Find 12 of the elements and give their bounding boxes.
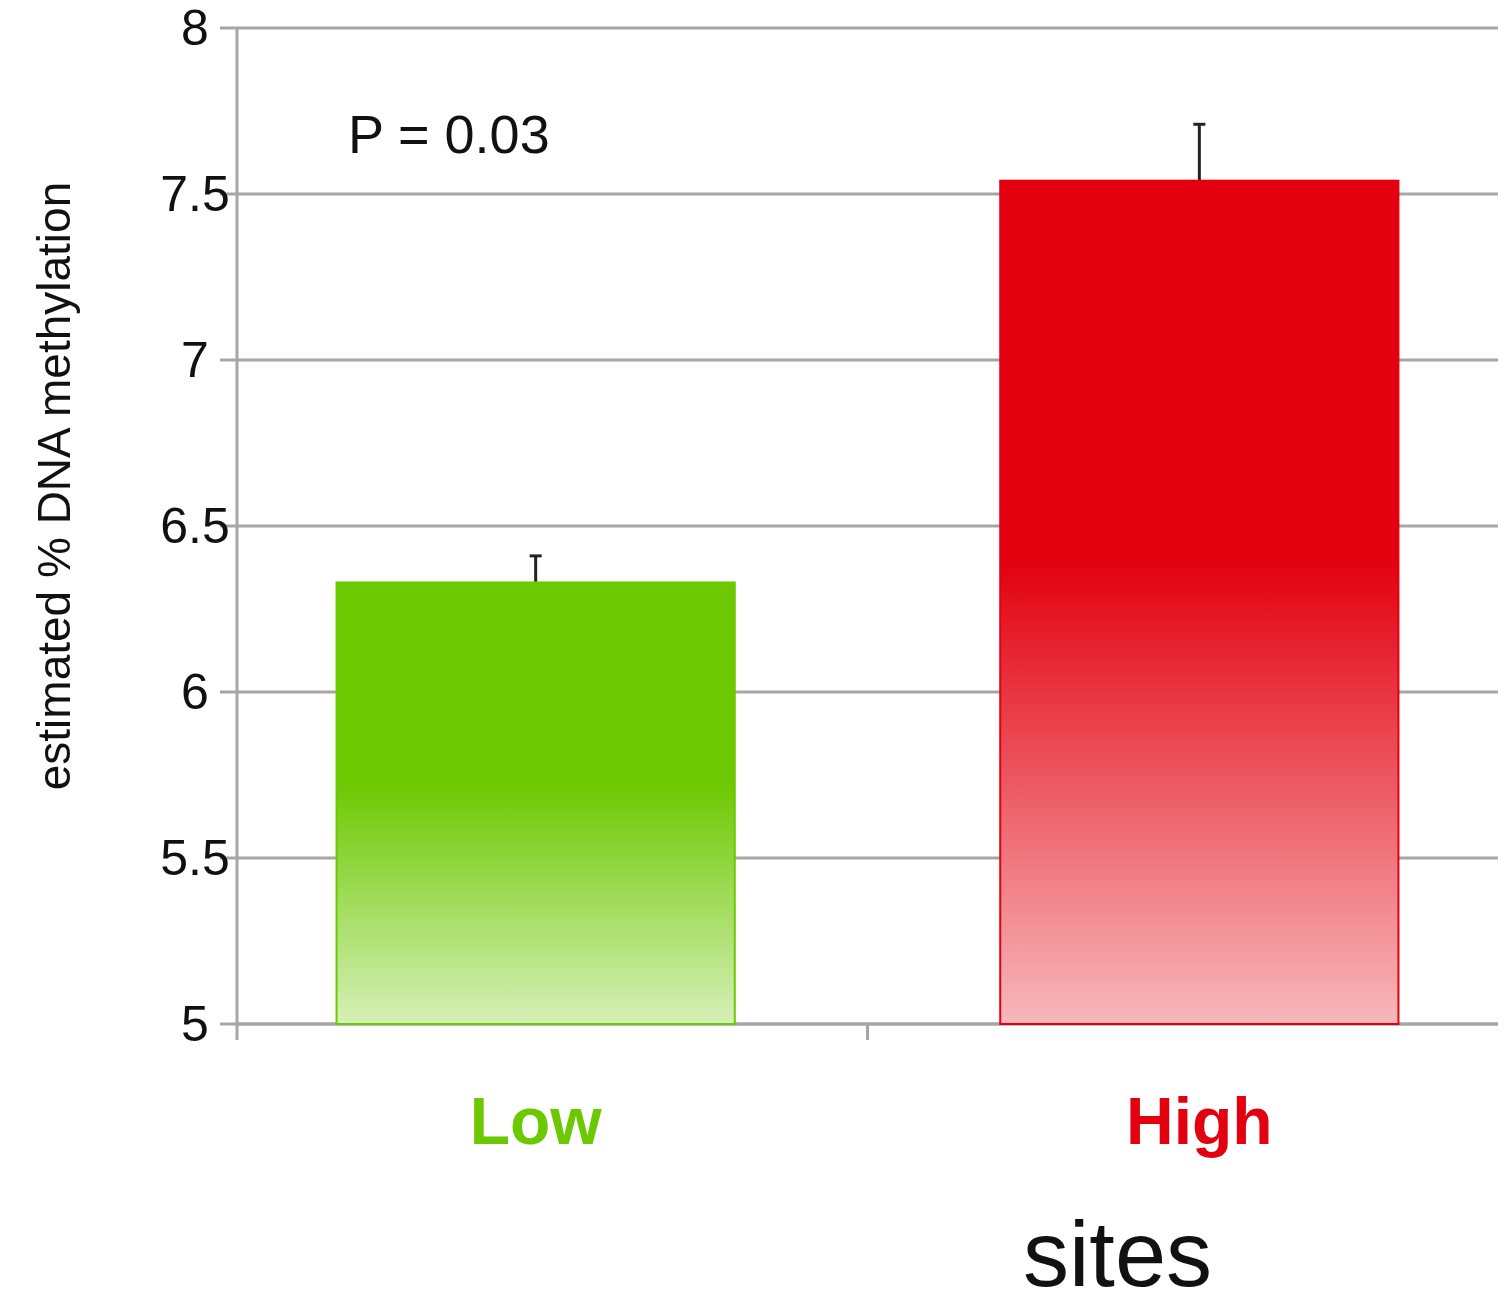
annotation: P = 0.03 (348, 104, 550, 164)
y-tick-label: 7.5 (160, 166, 230, 222)
y-tick-label: 5.5 (160, 830, 230, 886)
y-tick-label: 6 (181, 664, 209, 720)
y-tick-label: 6.5 (160, 498, 230, 554)
x-tick-label: High (1126, 1084, 1273, 1158)
y-tick-label: 7 (181, 332, 209, 388)
y-tick-label: 8 (181, 0, 209, 56)
x-tick-label: Low (469, 1084, 603, 1158)
x-axis-title: sites (1022, 1203, 1213, 1298)
y-tick-label: 5 (181, 996, 209, 1052)
y-axis-title: estimated % DNA methylation (28, 181, 80, 791)
